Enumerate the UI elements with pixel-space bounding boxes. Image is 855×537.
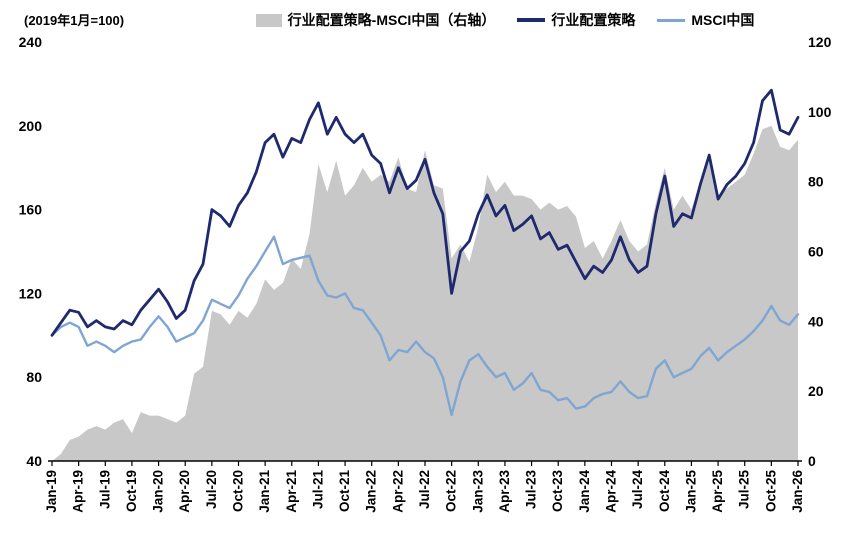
x-tick-label: Oct-21: [337, 470, 352, 513]
x-tick-label: Apr-22: [390, 470, 405, 513]
x-tick-label: Apr-24: [604, 470, 619, 513]
legend: 行业配置策略-MSCI中国（右轴） 行业配置策略 MSCI中国: [165, 10, 845, 30]
y-left-tick-label: 120: [19, 285, 43, 301]
x-tick-label: Jul-25: [737, 470, 752, 510]
x-tick-label: Jan-23: [470, 470, 485, 513]
x-tick-label: Oct-23: [550, 470, 565, 513]
legend-item-msci: MSCI中国: [657, 10, 754, 30]
y-left-tick-label: 200: [19, 118, 43, 134]
blue-line-series: [50, 235, 800, 417]
blue-line-swatch-icon: [657, 18, 686, 22]
area-swatch-icon: [255, 13, 282, 27]
gray-area-series: [52, 125, 798, 462]
x-tick-label: Apr-21: [284, 470, 299, 513]
y-right-tick-label: 40: [808, 313, 824, 329]
x-tick-label: Jul-22: [417, 470, 432, 509]
axis-base-note: (2019年1月=100): [24, 13, 125, 28]
x-tick-label: Apr-20: [177, 470, 192, 513]
x-tick-label: Oct-22: [444, 470, 459, 512]
legend-label-strategy: 行业配置策略: [551, 12, 636, 28]
y-right-tick-label: 0: [808, 453, 816, 469]
x-tick-label: Jul-20: [204, 470, 219, 509]
y-left-tick-label: 80: [26, 369, 42, 385]
y-right-tick-label: 60: [808, 244, 824, 260]
x-tick-label: Apr-25: [710, 470, 725, 513]
y-right-tick-label: 20: [808, 383, 824, 399]
legend-label-msci: MSCI中国: [691, 12, 755, 28]
x-tick-label: Jan-20: [151, 470, 166, 513]
y-right-tick-label: 100: [808, 104, 832, 120]
x-tick-label: Oct-20: [231, 470, 246, 512]
x-tick-label: Jul-21: [310, 470, 325, 510]
y-left-tick-label: 240: [19, 34, 43, 50]
x-tick-label: Jan-22: [364, 470, 379, 513]
x-tick-label: Jul-19: [97, 470, 112, 509]
legend-item-strategy: 行业配置策略: [517, 10, 635, 30]
legend-label-area: 行业配置策略-MSCI中国（右轴）: [287, 12, 496, 28]
navy-line-series: [50, 88, 800, 337]
y-left-tick-label: 40: [26, 453, 42, 469]
x-tick-label: Jan-25: [683, 470, 698, 513]
x-tick-label: Oct-24: [657, 470, 672, 513]
x-tick-label: Jul-24: [630, 470, 645, 510]
legend-item-area: 行业配置策略-MSCI中国（右轴）: [255, 10, 496, 30]
x-tick-label: Jan-21: [257, 470, 272, 513]
x-tick-label: Jul-23: [524, 470, 539, 510]
x-tick-label: Apr-19: [71, 470, 86, 513]
x-tick-label: Apr-23: [497, 470, 512, 513]
x-tick-label: Oct-25: [763, 470, 778, 513]
x-tick-label: Jan-26: [790, 470, 805, 513]
x-tick-label: Jan-19: [44, 470, 59, 513]
y-left-tick-label: 160: [19, 202, 43, 218]
x-tick-label: Jan-24: [577, 470, 592, 513]
x-tick-label: Oct-19: [124, 470, 139, 512]
y-right-tick-label: 80: [808, 174, 824, 190]
navy-line-swatch-icon: [517, 18, 546, 22]
y-right-tick-label: 120: [808, 34, 832, 50]
